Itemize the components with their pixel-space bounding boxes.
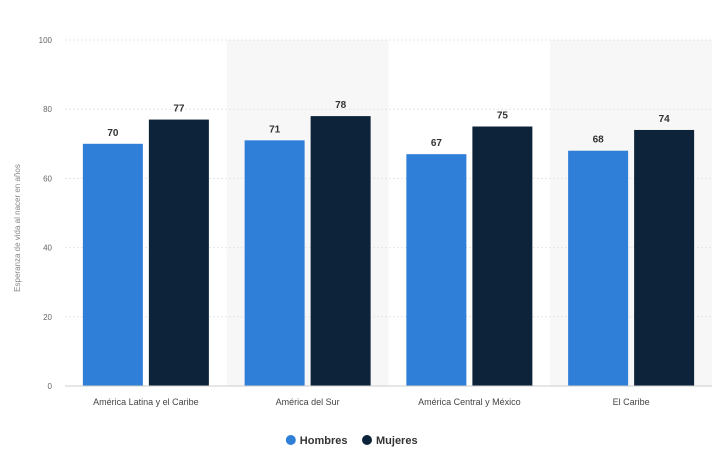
bar-mujeres [310, 116, 371, 387]
x-axis-categories: América Latina y el Caribe América del Su… [93, 397, 650, 407]
data-label: 75 [497, 111, 509, 122]
bars [82, 116, 695, 387]
legend-label: Mujeres [376, 435, 418, 447]
x-category-label: El Caribe [613, 397, 650, 407]
bar-hombres [244, 140, 305, 386]
data-label: 67 [431, 138, 443, 149]
legend-label: Hombres [300, 435, 348, 447]
bar-mujeres [634, 129, 695, 386]
x-category-label: América del Sur [276, 397, 340, 407]
x-category-label: América Latina y el Caribe [93, 397, 199, 407]
y-tick-label: 20 [43, 313, 52, 322]
y-tick-label: 60 [43, 174, 52, 183]
y-tick-label: 40 [43, 244, 52, 253]
data-label: 77 [173, 104, 185, 115]
bar-hombres [82, 143, 143, 386]
legend-marker [285, 435, 296, 445]
y-tick-label: 80 [43, 105, 52, 114]
legend-item-hombres[interactable]: Hombres [285, 435, 348, 447]
legend: Hombres Mujeres [285, 435, 418, 447]
data-label: 70 [107, 128, 119, 139]
bar-hombres [568, 150, 629, 386]
bar-hombres [406, 154, 467, 386]
legend-item-mujeres[interactable]: Mujeres [362, 435, 418, 447]
y-tick-label: 0 [48, 382, 53, 391]
data-label: 71 [269, 124, 281, 135]
y-tick-label: 100 [39, 36, 53, 45]
x-category-label: América Central y México [418, 397, 521, 407]
y-axis-label: Esperanza de vida al nacer en años [13, 164, 22, 292]
data-labels: 70 77 71 78 67 75 68 74 [107, 100, 670, 149]
data-label: 68 [593, 135, 605, 146]
bar-mujeres [472, 126, 533, 386]
data-label: 74 [659, 114, 671, 125]
y-axis-ticks: 0 20 40 60 80 100 [39, 36, 53, 391]
data-label: 78 [335, 100, 347, 111]
legend-marker [362, 435, 372, 445]
bar-mujeres [148, 119, 209, 386]
